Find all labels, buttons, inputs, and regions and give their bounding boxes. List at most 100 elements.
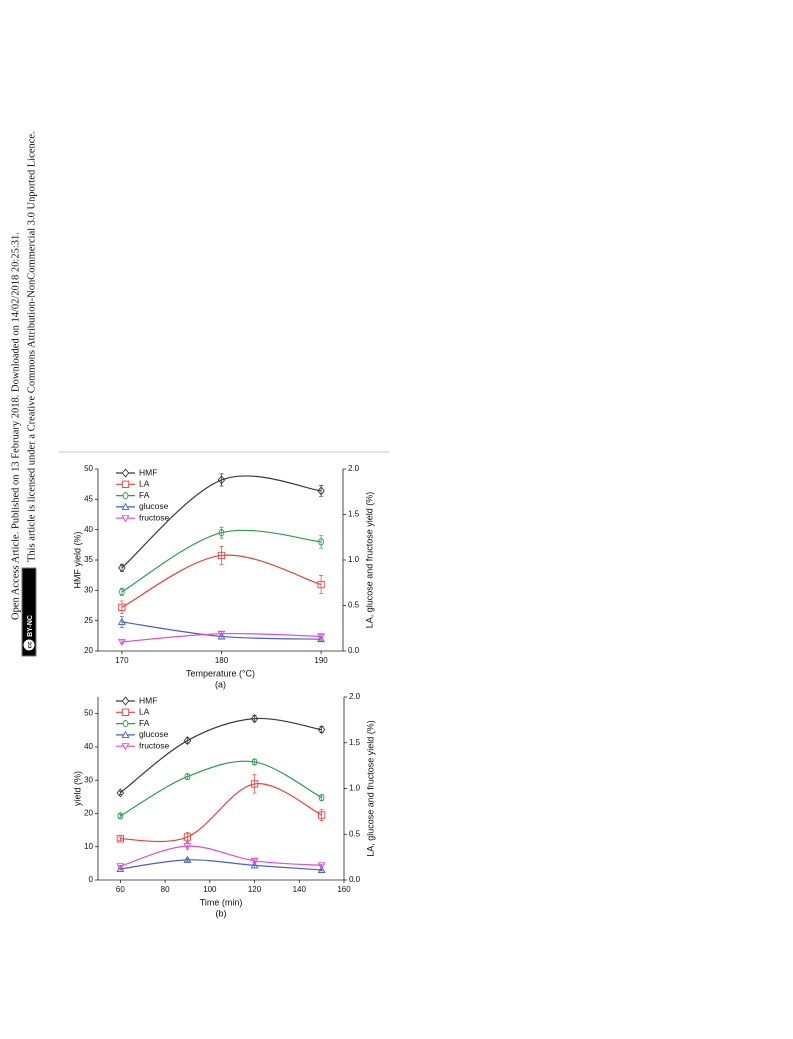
y2-tick-label: 0.0 [349,875,361,884]
marker [117,638,126,647]
y2-tick-label: 0.0 [348,646,360,655]
legend-marker [121,468,130,478]
marker [183,833,192,841]
marker [317,865,326,873]
y2-tick-label: 0.5 [348,601,360,610]
marker [317,725,326,735]
marker [183,855,192,863]
marker [250,714,259,724]
x-tick-label: 170 [115,656,129,665]
y-tick-label: 40 [84,525,93,534]
x-tick-label: 80 [161,885,170,894]
y-tick-label: 50 [84,464,93,473]
legend-marker [121,730,130,738]
fit-line [120,845,322,867]
marker [217,630,226,638]
legend-label: fructose [139,512,170,522]
x-tick-label: 140 [293,885,307,894]
marker [318,794,325,802]
legend-label: FA [139,490,150,500]
marker [250,857,259,865]
marker [117,617,126,625]
y-tick-label: 25 [84,616,93,625]
marker [116,863,125,871]
sidebar-line: This article is licensed under a Creativ… [26,131,37,562]
fit-line [119,717,322,794]
marker [116,835,125,843]
error-bar [219,631,224,636]
sidebar-line: Open Access Article. Published on 13 Feb… [10,232,21,620]
y2-tick-label: 2.0 [348,464,360,473]
legend-label: LA [139,707,150,717]
y2-tick-label: 2.0 [349,692,361,701]
error-bar [319,634,324,639]
x-tick-label: 160 [337,885,351,894]
marker [217,475,226,485]
y2-axis-title: LA, glucose and fructose yield (%) [365,720,375,857]
y-tick-label: 20 [84,809,93,818]
marker [317,633,326,641]
x-tick-label: 190 [314,656,328,665]
y2-tick-label: 1.5 [348,510,360,519]
marker [251,758,258,766]
marker [317,862,326,870]
marker [119,588,125,596]
error-bar [185,857,190,863]
marker [117,812,124,820]
legend-marker [122,719,129,728]
svg-text:cc: cc [28,641,34,648]
marker [317,580,325,589]
error-bar [119,639,124,645]
marker [184,772,191,781]
y-tick-label: 40 [84,742,93,751]
error-bar [119,600,124,615]
y-axis-title: yield (%) [72,771,82,806]
x-axis-title: Temperature (°C) [186,668,255,678]
license-badge: cc BY-NC [21,567,37,657]
error-bar [252,858,257,863]
badge-text: BY-NC [27,615,34,637]
x-axis-title: Time (min) [200,897,243,907]
y-tick-label: 45 [84,494,93,503]
marker [118,563,126,573]
error-bar [118,813,123,819]
marker [116,788,125,798]
y2-axis-title: LA, glucose and fructose yield (%) [364,492,374,629]
legend-label: HMF [139,467,157,477]
marker [217,551,226,560]
caption: (b) [216,908,227,918]
y-tick-label: 10 [84,842,93,851]
y-tick-label: 35 [84,555,93,564]
marker [317,811,326,819]
caption: (a) [215,679,226,689]
error-bar [118,836,123,842]
legend-label: LA [139,479,150,489]
y-tick-label: 30 [84,775,93,784]
error-bar [319,726,324,733]
y2-tick-label: 1.0 [348,555,360,564]
y-tick-label: 30 [84,585,93,594]
x-tick-label: 60 [116,885,125,894]
marker [217,632,226,640]
x-tick-label: 180 [215,656,229,665]
fit-line [120,760,322,817]
legend-marker [122,491,129,500]
marker [250,780,259,788]
marker [183,843,192,851]
x-tick-label: 120 [248,885,262,894]
y-tick-label: 50 [84,709,93,718]
error-bar [319,794,324,801]
marker [183,736,192,746]
fit-line [120,859,322,871]
legend-marker [121,743,130,751]
marker [318,538,324,546]
y2-tick-label: 1.5 [349,738,361,747]
marker [116,864,125,873]
error-bar [319,809,324,821]
error-bar [252,774,257,794]
legend-marker [121,480,130,488]
fit-line [120,783,322,843]
y2-tick-label: 0.5 [349,829,361,838]
marker [118,603,126,611]
